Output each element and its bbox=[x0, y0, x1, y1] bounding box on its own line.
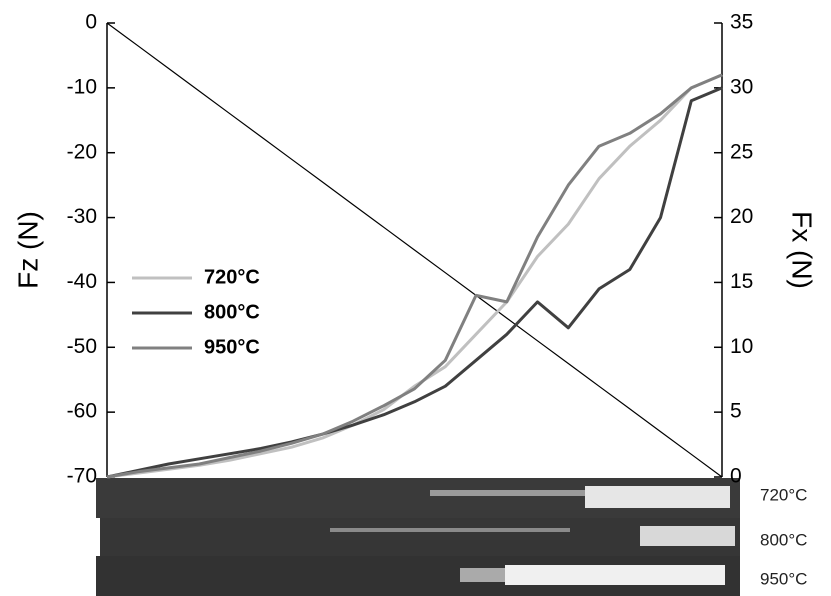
track-streak bbox=[505, 565, 725, 585]
y2-tick-label: 0 bbox=[730, 465, 742, 488]
y-tick-label: -60 bbox=[67, 400, 97, 423]
track-streak bbox=[585, 486, 730, 508]
y-tick-label: -20 bbox=[67, 140, 97, 163]
track-label: 720°C bbox=[760, 485, 807, 504]
series-line bbox=[107, 75, 722, 477]
y2-tick-label: 10 bbox=[730, 335, 753, 358]
y2-tick-label: 30 bbox=[730, 75, 753, 98]
y-axis-label: Fz (N) bbox=[12, 211, 43, 289]
series-line bbox=[107, 75, 722, 477]
track-streak bbox=[640, 526, 735, 546]
chart: 720°C 800°C 950°C Fz (N) Fx (N) -70 -60 -5… bbox=[0, 0, 831, 596]
track-label: 800°C bbox=[760, 530, 807, 549]
y-tick-label: -30 bbox=[67, 205, 97, 228]
legend-label: 720°C bbox=[204, 266, 260, 288]
y-tick-label: -50 bbox=[67, 335, 97, 358]
y-tick-label: -10 bbox=[67, 75, 97, 98]
legend-label: 800°C bbox=[204, 301, 260, 323]
y2-tick-label: 25 bbox=[730, 140, 753, 163]
y2-tick-label: 35 bbox=[730, 11, 753, 34]
legend-label: 950°C bbox=[204, 336, 260, 358]
y-tick-label: 0 bbox=[85, 11, 97, 34]
series-line bbox=[107, 23, 722, 477]
track-streak bbox=[430, 490, 590, 496]
y2-axis-label: Fx (N) bbox=[787, 211, 818, 289]
track-streak bbox=[460, 568, 510, 582]
track-label: 950°C bbox=[760, 569, 807, 588]
track-images: 720°C 800°C 950°C bbox=[96, 478, 807, 596]
track-streak bbox=[330, 528, 570, 532]
y-tick-label: -40 bbox=[67, 270, 97, 293]
y2-tick-label: 20 bbox=[730, 205, 753, 228]
y2-tick-label: 15 bbox=[730, 270, 753, 293]
y-tick-label: -70 bbox=[67, 465, 97, 488]
y2-tick-label: 5 bbox=[730, 400, 742, 423]
